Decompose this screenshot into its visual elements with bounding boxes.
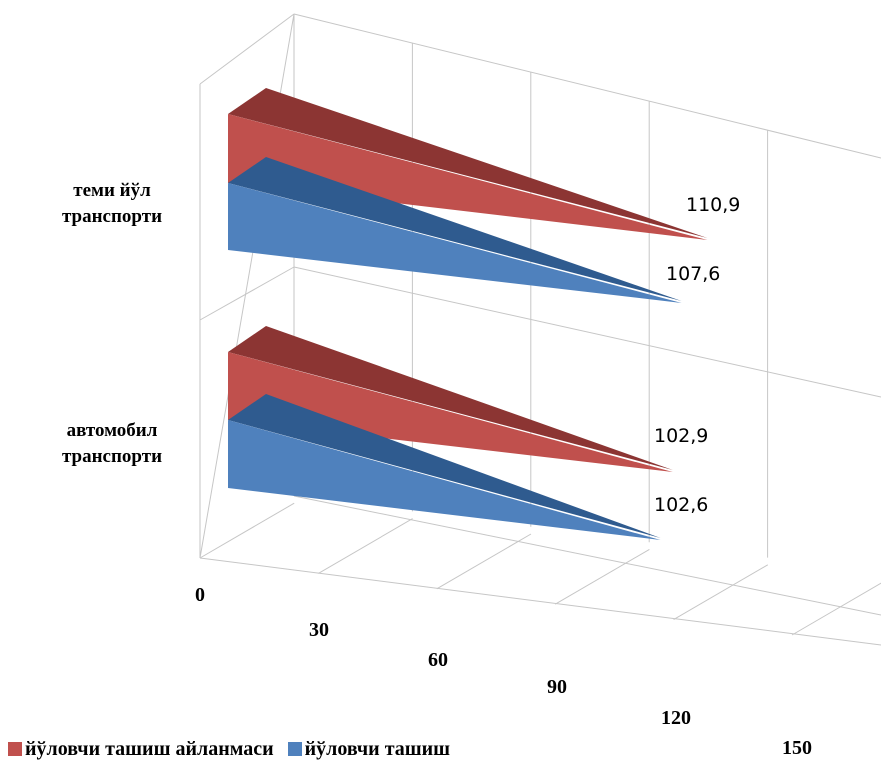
bar-top-face xyxy=(228,88,708,238)
floor-front-edge xyxy=(199,557,881,646)
x-tick-label: 120 xyxy=(661,707,691,729)
bar-top-face xyxy=(228,326,673,470)
legend-label: йўловчи ташиш xyxy=(304,737,451,760)
legend-item-series-1: йўловчи ташиш xyxy=(287,737,451,761)
gridline-depth xyxy=(436,533,532,590)
data-label: 107,6 xyxy=(666,263,720,285)
category-label-line: теми йўл xyxy=(73,180,151,201)
category-label: автомобил транспорти xyxy=(62,420,162,467)
category-label-line: транспорти xyxy=(62,206,162,227)
legend-swatch-red xyxy=(8,742,22,756)
gridline-depth xyxy=(199,502,295,559)
backwall-bottom-line xyxy=(293,495,881,616)
gridline-depth xyxy=(318,518,413,574)
gridline-depth xyxy=(673,564,769,621)
legend-item-series-2: йўловчи ташиш айланмаси xyxy=(8,738,274,761)
x-tick-label: 0 xyxy=(195,584,205,606)
x-tick-label: 90 xyxy=(547,676,567,698)
data-label: 110,9 xyxy=(686,194,740,216)
data-label: 102,6 xyxy=(654,494,708,516)
legend-label: йўловчи ташиш айланмаси xyxy=(25,737,274,760)
x-tick-label: 150 xyxy=(782,737,812,759)
category-label-line: автомобил xyxy=(67,420,158,441)
leftwall-mid-line xyxy=(199,266,295,321)
backwall-mid-line xyxy=(293,266,881,398)
data-label: 102,9 xyxy=(654,425,708,447)
x-tick-label: 60 xyxy=(428,649,448,671)
category-labels: автомобил транспорти теми йўл транспорти xyxy=(62,180,162,467)
x-tick-label: 30 xyxy=(309,619,329,641)
category-label-line: транспорти xyxy=(62,446,162,467)
category-label: теми йўл транспорти xyxy=(62,180,162,227)
legend: йўловчи ташиш айланмаси йўловчи ташиш xyxy=(8,736,464,762)
x-axis-ticks: 0 30 60 90 120 150 xyxy=(195,584,812,759)
legend-swatch-blue xyxy=(287,742,302,756)
gridline-depth xyxy=(791,582,881,636)
bars xyxy=(228,88,708,540)
leftwall-top-edge xyxy=(199,13,295,85)
bar-top-face xyxy=(228,157,682,301)
bar-top-face xyxy=(228,394,661,538)
bar-front-face xyxy=(228,420,661,540)
data-labels: 102,9 102,6 110,9 107,6 xyxy=(654,194,740,516)
bar-front-face xyxy=(228,352,673,472)
bar-front-face xyxy=(228,183,682,303)
bar-front-face xyxy=(228,114,708,240)
backwall-top-edge xyxy=(293,13,881,159)
gridline-depth xyxy=(554,548,650,605)
